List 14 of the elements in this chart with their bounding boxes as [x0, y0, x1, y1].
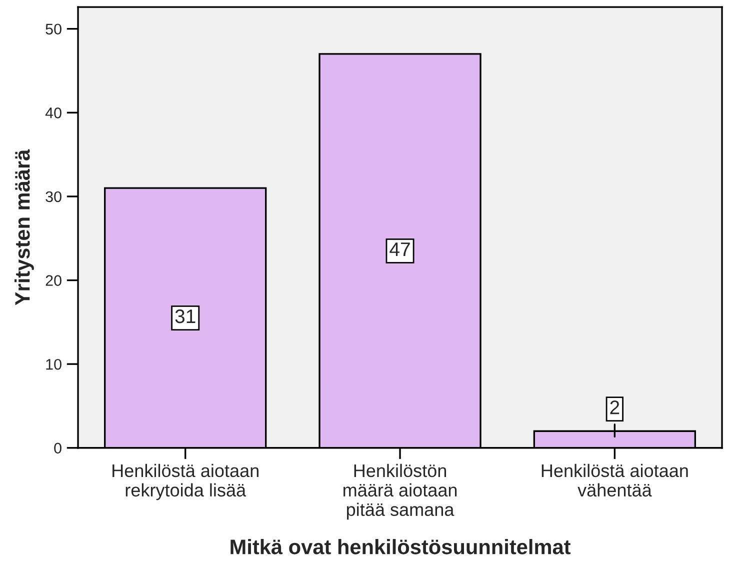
x-axis-title: Mitkä ovat henkilöstösuunnitelmat [230, 539, 571, 554]
y-tick-label: 0 [54, 442, 62, 454]
y-tick-label: 30 [46, 191, 62, 202]
y-tick-label: 10 [46, 358, 62, 370]
y-tick-label: 50 [46, 24, 62, 35]
y-tick-label: 20 [46, 275, 62, 286]
x-tick-label: Henkilöstä aiotaan rekrytoida lisää [112, 464, 258, 500]
data-label: 31 [175, 309, 196, 324]
y-axis-title: Yritysten määrä [14, 149, 34, 306]
x-tick-label: Henkilöstön määrä aiotaan pitää samana [344, 464, 457, 520]
data-label: 47 [390, 242, 410, 256]
x-tick-label: Henkilöstä aiotaan vähentää [542, 464, 688, 497]
data-label: 2 [610, 400, 620, 414]
y-tick-label: 40 [45, 108, 62, 118]
